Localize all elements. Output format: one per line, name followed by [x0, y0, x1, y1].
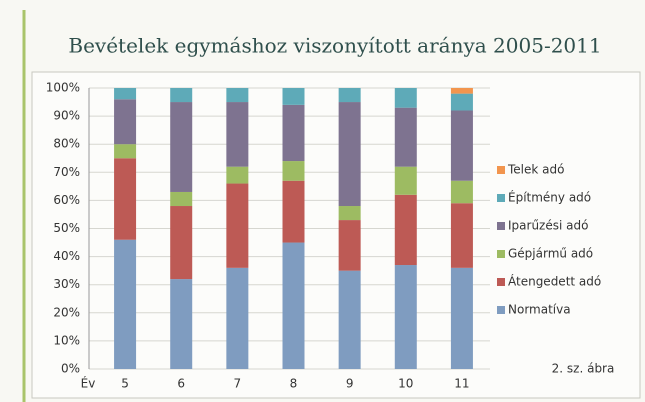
y-tick-label: 80%	[53, 137, 80, 151]
bar-segment	[338, 270, 361, 369]
bar-segment	[338, 220, 361, 271]
y-tick-label: 50%	[53, 221, 80, 235]
bar-segment	[450, 88, 473, 94]
annotation: 2. sz. ábra	[552, 362, 615, 376]
bar-segment	[282, 242, 305, 369]
bar-segment	[338, 102, 361, 207]
bar-segment	[450, 180, 473, 204]
bar-segment	[394, 166, 417, 195]
bar-segment	[170, 279, 193, 369]
y-tick-label: 100%	[46, 81, 80, 95]
legend-label: Átengedett adó	[508, 274, 601, 289]
legend-swatch	[497, 194, 505, 202]
bar-segment	[226, 166, 249, 184]
bar-segment	[394, 265, 417, 369]
bar-segment	[170, 206, 193, 280]
bar-segment	[226, 102, 249, 167]
y-tick-label: 0%	[61, 362, 80, 376]
bar-segment	[282, 180, 305, 243]
x-tick-label: 6	[177, 377, 185, 391]
legend-label: Telek adó	[507, 163, 564, 177]
bar-segment	[394, 88, 417, 108]
bar-segment	[450, 93, 473, 111]
bar-segment	[394, 194, 417, 266]
y-tick-label: 20%	[53, 305, 80, 319]
bar-segment	[170, 88, 193, 103]
bar-segment	[394, 107, 417, 167]
bar-segment	[450, 267, 473, 369]
bar-segment	[338, 88, 361, 103]
legend-label: Építmény adó	[508, 190, 591, 205]
x-axis-label: Év	[81, 376, 96, 391]
y-tick-label: 60%	[53, 193, 80, 207]
y-tick-label: 10%	[53, 333, 80, 347]
bar-segment	[282, 88, 305, 105]
x-tick-label: 5	[121, 377, 129, 391]
y-tick-label: 40%	[53, 249, 80, 263]
bar-segment	[450, 203, 473, 268]
legend-swatch	[497, 166, 505, 174]
bar-segment	[338, 206, 361, 221]
bar-segment	[282, 104, 305, 162]
legend-label: Iparűzési adó	[508, 219, 588, 233]
x-tick-label: 7	[234, 377, 242, 391]
y-tick-label: 30%	[53, 277, 80, 291]
legend-label: Normatíva	[508, 303, 571, 317]
bar-segment	[114, 239, 137, 369]
y-tick-label: 70%	[53, 165, 80, 179]
legend-swatch	[497, 278, 505, 286]
bar-segment	[170, 191, 193, 207]
x-tick-label: 11	[454, 377, 469, 391]
x-tick-label: 8	[290, 377, 298, 391]
bar-segment	[282, 161, 305, 181]
bar-segment	[170, 102, 193, 192]
bar-segment	[114, 88, 137, 100]
bar-segment	[114, 144, 137, 159]
y-tick-label: 90%	[53, 109, 80, 123]
bar-segment	[114, 99, 137, 145]
bar-segment	[114, 158, 137, 240]
legend-swatch	[497, 306, 505, 314]
bar-segment	[226, 88, 249, 103]
bar-segment	[226, 267, 249, 369]
x-tick-label: 9	[346, 377, 354, 391]
legend-swatch	[497, 222, 505, 230]
x-tick-label: 10	[398, 377, 413, 391]
legend-swatch	[497, 250, 505, 258]
legend-label: Gépjármű adó	[508, 247, 593, 261]
bar-segment	[450, 110, 473, 181]
bar-segment	[226, 183, 249, 268]
chart-title: Bevételek egymáshoz viszonyított aránya …	[68, 34, 601, 58]
